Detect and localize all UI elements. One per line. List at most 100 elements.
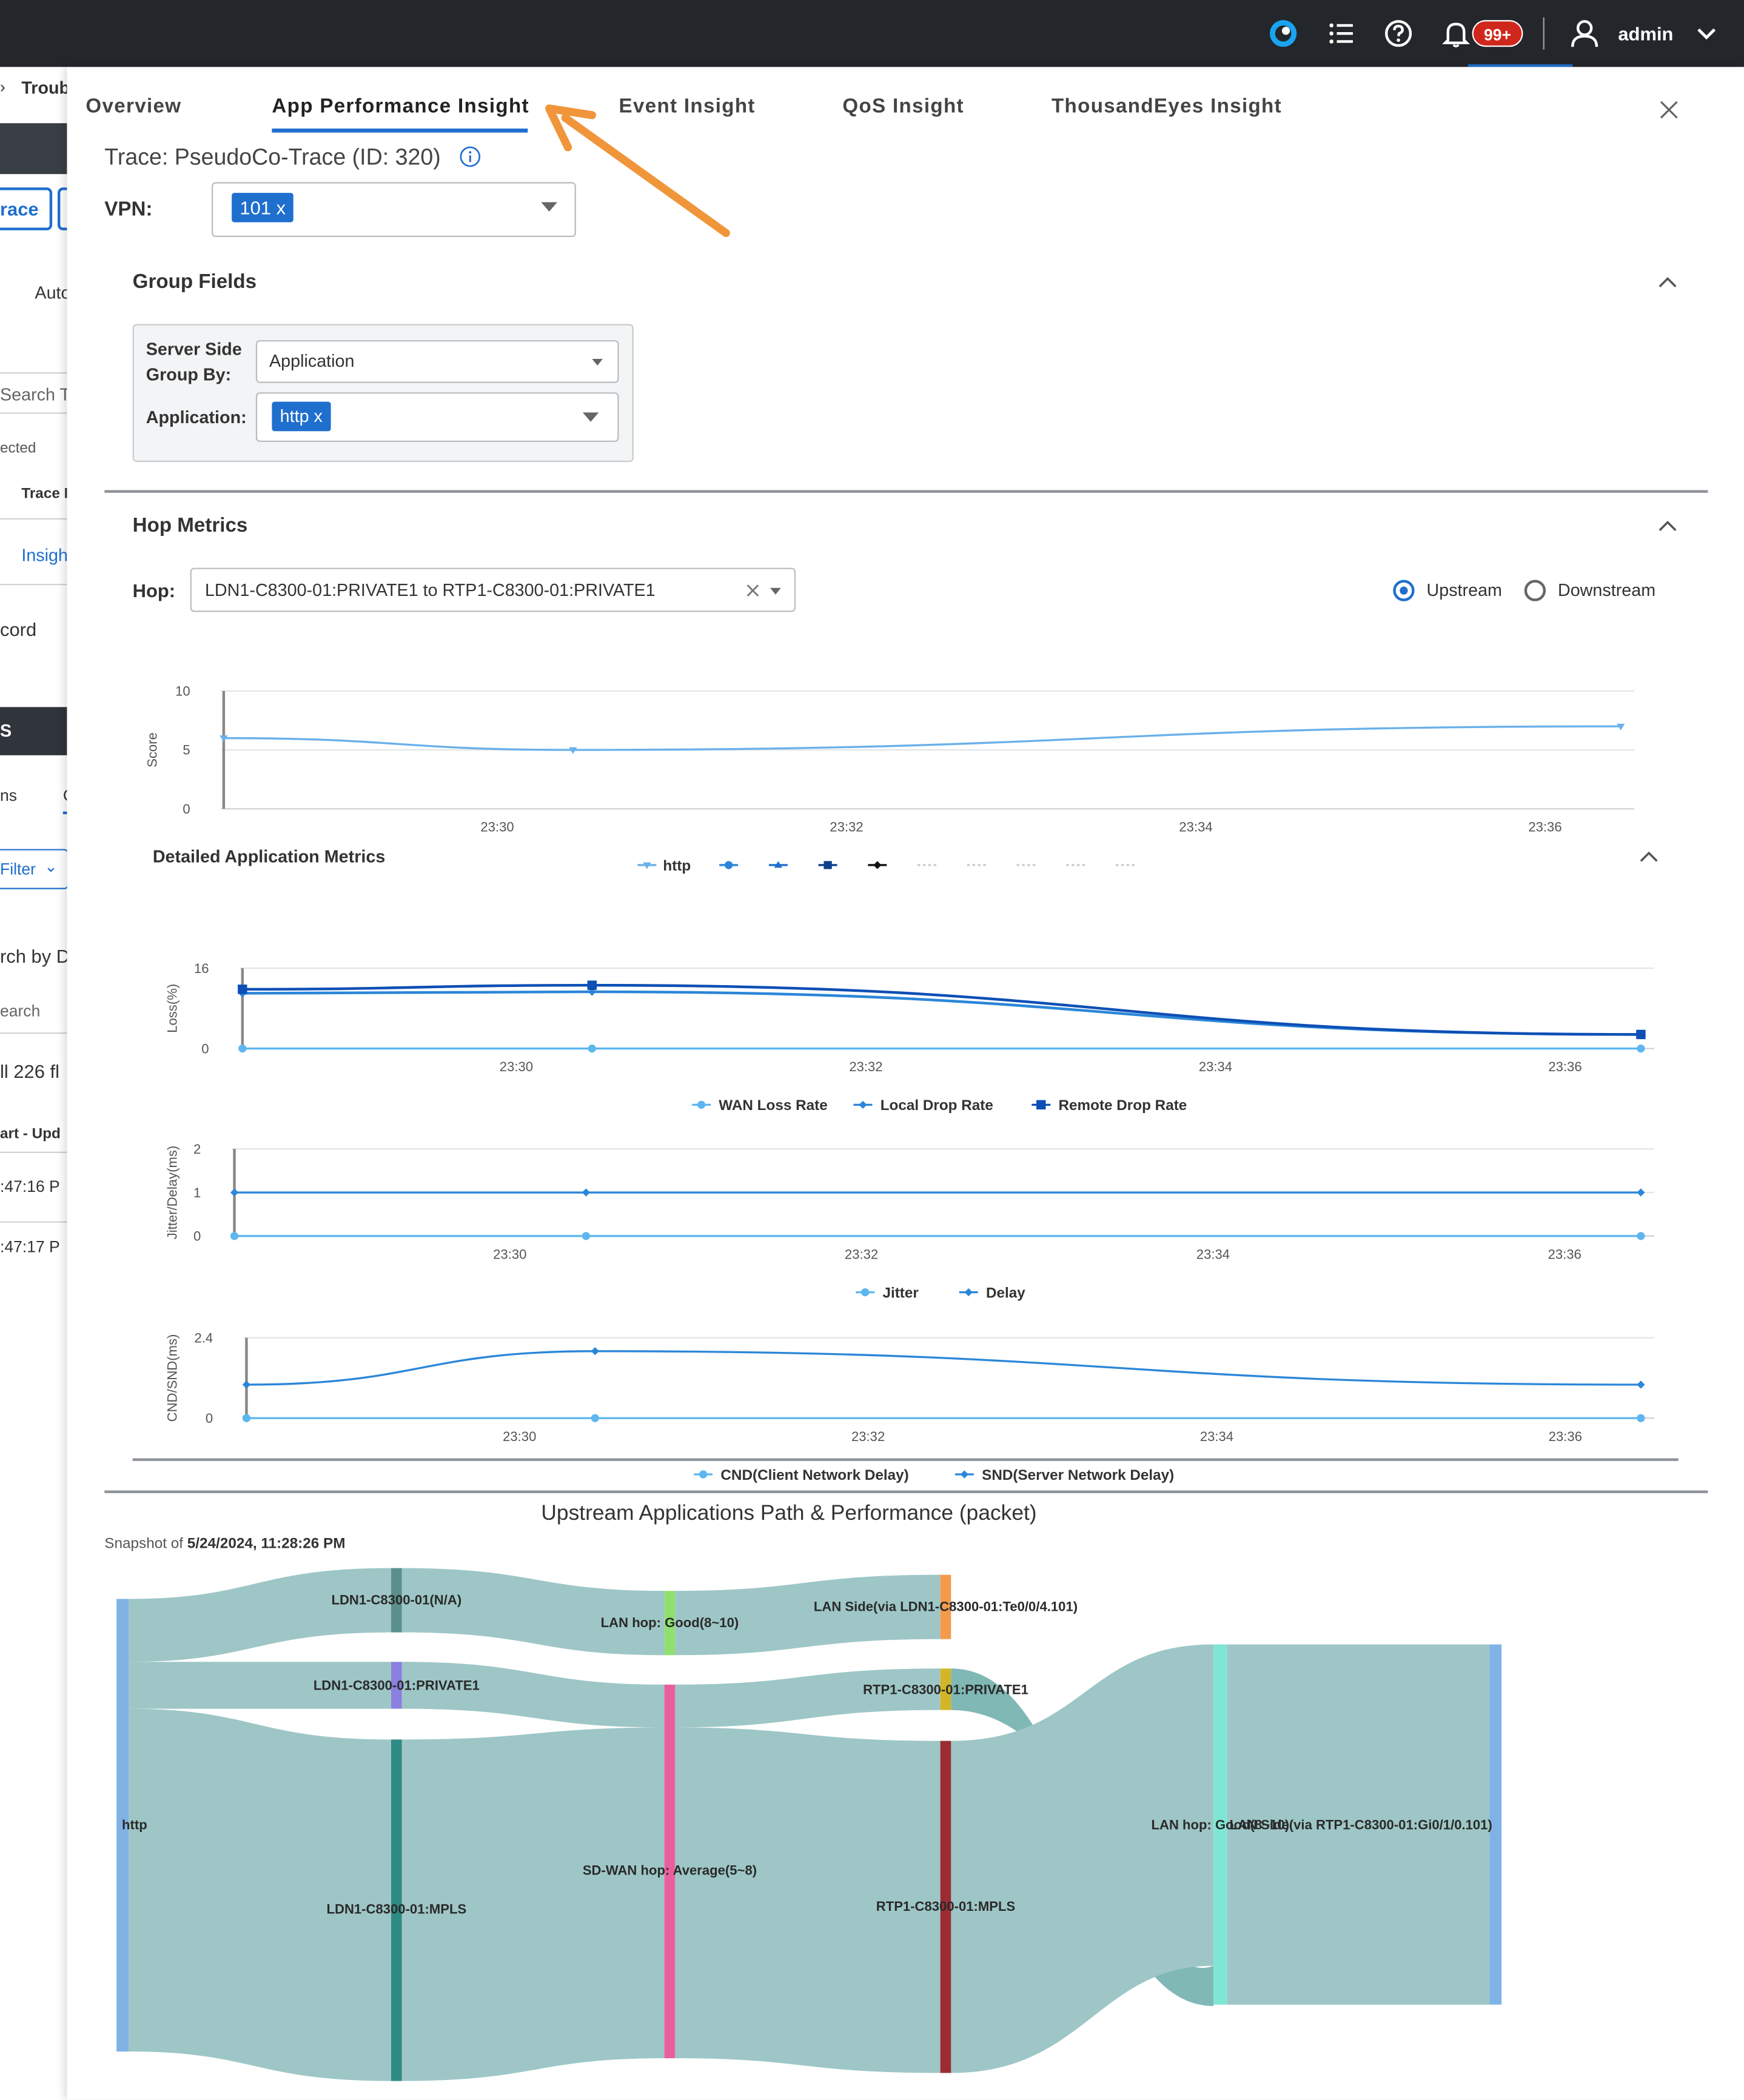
- node-label: LAN hop: Good(8~10): [601, 1615, 739, 1630]
- clear-icon[interactable]: [746, 584, 759, 597]
- series-line-1: [246, 1350, 1641, 1386]
- background-button[interactable]: [57, 187, 70, 230]
- node-lan-side2[interactable]: [1489, 1644, 1502, 2005]
- node-lan-good2[interactable]: [1213, 1644, 1227, 2005]
- legend-marker: [774, 861, 783, 868]
- x-tick-label: 23:34: [1179, 820, 1212, 835]
- legend-marker: [697, 1100, 706, 1109]
- x-tick-label: 23:30: [480, 820, 514, 835]
- y-axis-label: Score: [144, 732, 159, 767]
- legend-label: Remote Drop Rate: [1058, 1097, 1187, 1114]
- tab-event-insight[interactable]: Event Insight: [619, 95, 756, 118]
- background-search-input[interactable]: Search T: [0, 384, 70, 405]
- tab-qos-insight[interactable]: QoS Insight: [842, 95, 964, 118]
- tab-overview[interactable]: Overview: [86, 95, 182, 118]
- detailed-metrics-title: Detailed Application Metrics: [152, 846, 386, 867]
- node-label: RTP1-C8300-01:MPLS: [876, 1899, 1015, 1914]
- hop-select[interactable]: LDN1-C8300-01:PRIVATE1 to RTP1-C8300-01:…: [190, 567, 796, 612]
- annotation-arrow-icon: [545, 104, 730, 237]
- series-line-0: [223, 725, 1621, 751]
- breadcrumb[interactable]: Troubl: [21, 78, 70, 98]
- snapshot-label: Snapshot of 5/24/2024, 11:28:26 PM: [104, 1536, 345, 1553]
- x-tick-label: 23:32: [830, 820, 863, 835]
- background-section-title: S: [0, 720, 12, 741]
- legend-marker: [964, 1288, 973, 1297]
- list-icon[interactable]: [1326, 19, 1356, 48]
- node-sdwan[interactable]: [664, 1684, 676, 2059]
- trace-title: Trace: PseudoCo-Trace (ID: 320): [104, 144, 441, 170]
- user-icon[interactable]: [1570, 19, 1600, 48]
- data-point: [1637, 1044, 1645, 1053]
- vpn-chip[interactable]: 101 x: [232, 193, 294, 222]
- close-icon[interactable]: [1658, 99, 1680, 120]
- sankey-title: Upstream Applications Path & Performance…: [541, 1502, 1037, 1525]
- node-lan-good[interactable]: [664, 1591, 676, 1656]
- collapse-chevron-icon[interactable]: [1640, 851, 1658, 863]
- tab-thousandeyes-insight[interactable]: ThousandEyes Insight: [1051, 95, 1282, 118]
- help-icon[interactable]: [1384, 19, 1414, 48]
- background-insight-link[interactable]: Insigh: [21, 545, 68, 566]
- chevron-down-icon[interactable]: [1692, 19, 1722, 48]
- bell-icon[interactable]: [1441, 19, 1471, 48]
- data-point: [1637, 1188, 1645, 1197]
- application-label: Application:: [146, 407, 247, 427]
- data-point: [569, 747, 577, 754]
- collapse-chevron-icon[interactable]: [1658, 520, 1677, 532]
- hop-label: Hop:: [132, 580, 176, 601]
- node-http[interactable]: [116, 1599, 129, 2052]
- data-point: [587, 980, 597, 990]
- legend-marker: [1036, 1100, 1046, 1110]
- background-tab-label[interactable]: ns: [0, 786, 18, 805]
- background-search-input-2[interactable]: earch: [0, 1002, 41, 1021]
- node-label: LDN1-C8300-01:PRIVATE1: [314, 1678, 480, 1693]
- node-rtp-private[interactable]: [940, 1668, 951, 1710]
- link-private-sdwan: [401, 1662, 665, 1728]
- application-select[interactable]: http x: [255, 392, 619, 442]
- node-lan-side[interactable]: [940, 1574, 951, 1639]
- x-tick-label: 23:34: [1196, 1246, 1230, 1262]
- legend-label: Delay: [986, 1285, 1025, 1301]
- x-tick-label: 23:30: [500, 1059, 533, 1074]
- divider: [0, 1032, 70, 1034]
- info-icon[interactable]: [460, 146, 481, 167]
- dropdown-caret-icon: [770, 587, 781, 595]
- chart-1: 16 0 Loss(%) 23:30 23:32 23:34 23:36 WAN Loss R…: [165, 961, 1655, 1114]
- vpn-select[interactable]: 101 x: [212, 182, 576, 237]
- group-by-select[interactable]: Application: [255, 340, 619, 383]
- collapse-chevron-icon[interactable]: [1658, 276, 1677, 288]
- notification-badge[interactable]: 99+: [1472, 20, 1523, 47]
- background-filter-button[interactable]: Filter: [0, 860, 36, 879]
- x-tick-label: 23:32: [845, 1246, 878, 1262]
- node-na[interactable]: [391, 1568, 402, 1633]
- upstream-radio[interactable]: [1393, 580, 1415, 601]
- background-filter-box[interactable]: [0, 849, 69, 889]
- chart-3: 2.4 0 CND/SND(ms) 23:30 23:32 23:34 23:36 CND(C…: [165, 1330, 1655, 1483]
- node-rtp-mpls[interactable]: [940, 1741, 951, 2073]
- downstream-radio[interactable]: [1524, 580, 1546, 601]
- application-chip[interactable]: http x: [272, 401, 331, 432]
- webex-icon[interactable]: [1269, 19, 1298, 48]
- node-private1[interactable]: [391, 1662, 402, 1709]
- background-trace-button[interactable]: [0, 187, 53, 230]
- link-rtpmpls-langood2: [951, 1644, 1214, 2073]
- section-divider: [132, 1458, 1679, 1461]
- user-name[interactable]: admin: [1618, 22, 1674, 44]
- section-divider: [104, 490, 1708, 493]
- downstream-label[interactable]: Downstream: [1557, 580, 1656, 600]
- background-selected-label: ected: [0, 440, 36, 457]
- upstream-label[interactable]: Upstream: [1426, 580, 1502, 600]
- legend-label: Local Drop Rate: [880, 1097, 993, 1114]
- node-mpls[interactable]: [391, 1739, 402, 2081]
- tab-app-performance-insight[interactable]: App Performance Insight: [272, 95, 529, 118]
- y-tick-label: 0: [206, 1411, 213, 1426]
- background-table-cell: :47:17 P: [0, 1237, 60, 1256]
- link-sdwan-rtpmpls: [675, 1727, 941, 2073]
- y-tick-label: 5: [183, 743, 190, 758]
- background-trace-label: race: [0, 198, 39, 220]
- legend-marker: [960, 1470, 969, 1479]
- background-tab-label-2[interactable]: C: [63, 786, 70, 805]
- dropdown-caret-icon: [541, 202, 557, 212]
- sankey-links: [129, 1568, 1490, 2081]
- legend-marker: [861, 1288, 870, 1297]
